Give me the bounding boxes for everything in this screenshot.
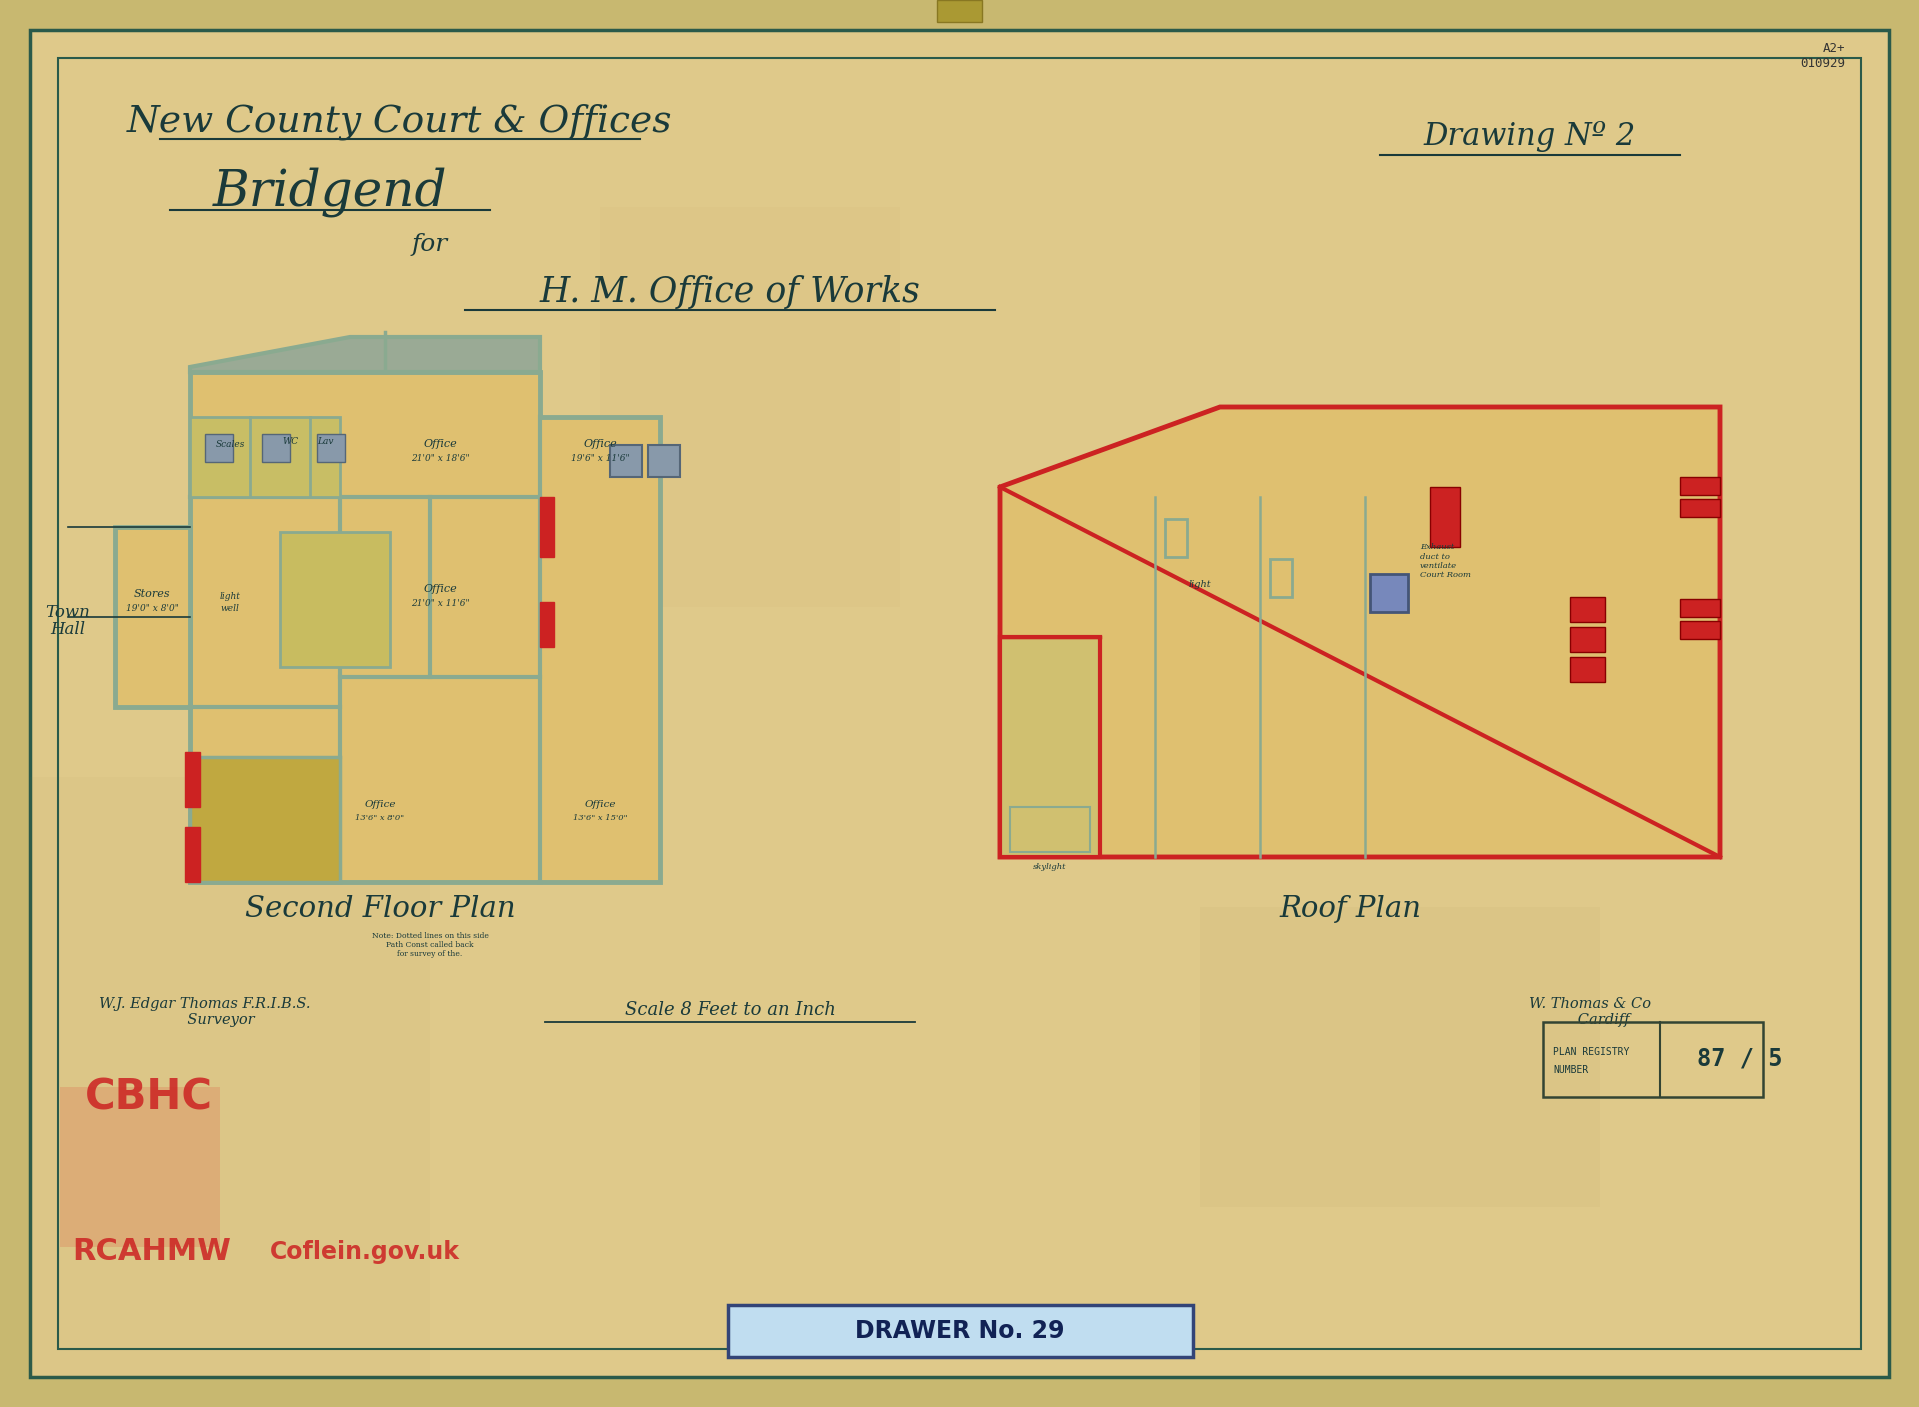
Bar xyxy=(610,445,643,477)
Bar xyxy=(1430,487,1460,547)
Bar xyxy=(1679,599,1719,618)
Bar xyxy=(1270,559,1291,597)
Bar xyxy=(1679,620,1719,639)
Polygon shape xyxy=(1000,637,1100,857)
Text: Bridgend: Bridgend xyxy=(213,167,447,217)
Bar xyxy=(649,445,679,477)
Bar xyxy=(184,751,200,808)
Polygon shape xyxy=(190,757,340,882)
Text: WC: WC xyxy=(282,438,297,446)
Bar xyxy=(1009,808,1090,853)
Text: Scale 8 Feet to an Inch: Scale 8 Feet to an Inch xyxy=(624,1000,835,1019)
Bar xyxy=(1570,628,1604,651)
Bar xyxy=(936,0,983,23)
Text: light: light xyxy=(1188,580,1211,590)
Text: NUMBER: NUMBER xyxy=(1552,1065,1589,1075)
Text: 13'6" x 8'0": 13'6" x 8'0" xyxy=(355,815,405,822)
Polygon shape xyxy=(1000,407,1719,857)
Bar xyxy=(1679,499,1719,516)
Text: New County Court & Offices: New County Court & Offices xyxy=(127,104,674,141)
Bar xyxy=(59,1088,221,1247)
Text: well: well xyxy=(221,604,240,613)
Text: H. M. Office of Works: H. M. Office of Works xyxy=(539,274,921,310)
Text: Coflein.gov.uk: Coflein.gov.uk xyxy=(271,1240,461,1263)
Bar xyxy=(727,1306,1194,1356)
Text: Hall: Hall xyxy=(50,620,86,637)
Bar xyxy=(1570,657,1604,682)
Text: Office: Office xyxy=(583,439,616,449)
Text: PLAN REGISTRY: PLAN REGISTRY xyxy=(1552,1047,1629,1057)
Text: Town: Town xyxy=(46,604,90,620)
Polygon shape xyxy=(115,528,190,706)
Bar xyxy=(31,777,430,1377)
Text: W.J. Edgar Thomas F.R.I.B.S.
       Surveyor: W.J. Edgar Thomas F.R.I.B.S. Surveyor xyxy=(100,998,311,1027)
Bar xyxy=(1543,1021,1764,1097)
Text: W. Thomas & Co
      Cardiff: W. Thomas & Co Cardiff xyxy=(1529,998,1650,1027)
Bar xyxy=(190,416,340,497)
Bar xyxy=(539,602,555,647)
Text: Lav: Lav xyxy=(317,438,334,446)
Bar xyxy=(1199,908,1600,1207)
Text: Drawing Nº 2: Drawing Nº 2 xyxy=(1424,121,1637,152)
Polygon shape xyxy=(190,338,539,371)
Bar xyxy=(317,433,345,461)
Text: for: for xyxy=(413,232,449,256)
Text: Office: Office xyxy=(422,584,457,594)
Bar xyxy=(280,532,390,667)
Text: Scales: Scales xyxy=(215,440,246,449)
Bar xyxy=(601,207,900,606)
Text: 19'0" x 8'0": 19'0" x 8'0" xyxy=(125,604,178,613)
Bar xyxy=(1370,574,1409,612)
Text: skylight: skylight xyxy=(1032,862,1067,871)
Text: 19'6" x 11'6": 19'6" x 11'6" xyxy=(570,454,629,463)
Text: Stores: Stores xyxy=(134,590,171,599)
Text: RCAHMW: RCAHMW xyxy=(73,1238,230,1266)
Text: Note: Dotted lines on this side
Path Const called back
for survey of the.: Note: Dotted lines on this side Path Con… xyxy=(372,931,489,958)
Bar xyxy=(1165,519,1188,557)
Text: 87 / 5: 87 / 5 xyxy=(1696,1047,1783,1071)
Text: A2+
010929: A2+ 010929 xyxy=(1800,42,1844,70)
Text: Office: Office xyxy=(365,801,395,809)
Text: Office: Office xyxy=(422,439,457,449)
Text: 21'0" x 11'6": 21'0" x 11'6" xyxy=(411,599,470,608)
Text: Roof Plan: Roof Plan xyxy=(1278,895,1420,923)
Bar xyxy=(263,433,290,461)
Text: Exhaust
duct to
ventilate
Court Room: Exhaust duct to ventilate Court Room xyxy=(1420,543,1472,580)
Bar xyxy=(1570,597,1604,622)
Bar xyxy=(205,433,232,461)
Bar xyxy=(184,827,200,882)
Text: 21'0" x 18'6": 21'0" x 18'6" xyxy=(411,454,470,463)
Text: light: light xyxy=(219,592,240,601)
Text: 13'6" x 15'0": 13'6" x 15'0" xyxy=(572,815,628,822)
Bar xyxy=(1679,477,1719,495)
Polygon shape xyxy=(190,371,660,882)
Text: Office: Office xyxy=(583,801,616,809)
Text: CBHC: CBHC xyxy=(84,1076,213,1119)
Text: DRAWER No. 29: DRAWER No. 29 xyxy=(856,1318,1065,1344)
Bar xyxy=(539,497,555,557)
Text: Second Floor Plan: Second Floor Plan xyxy=(246,895,516,923)
